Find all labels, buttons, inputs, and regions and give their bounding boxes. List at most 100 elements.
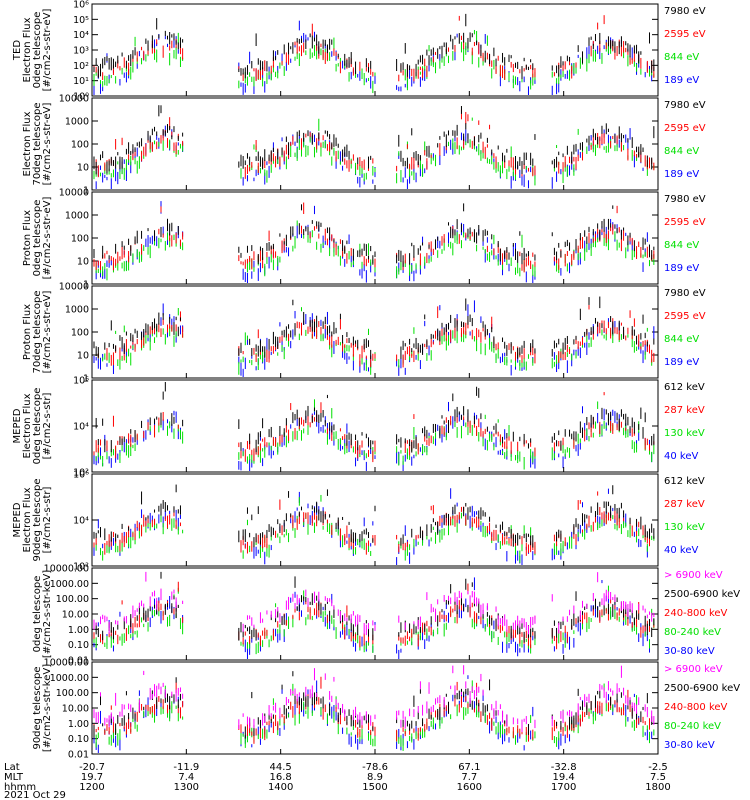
legend-entry: 844 eV [664,240,699,251]
panel-frame [91,567,659,661]
legend-entry: 240-800 keV [664,702,728,713]
y-axis-label: [#/cm2-s-str] [42,486,53,553]
y-axis-label: Electron Flux [22,487,33,552]
y-tick-label: 10 [77,351,89,362]
legend-entry: 612 keV [664,476,705,487]
data-marks [93,571,655,659]
y-tick-label: 10⁶ [73,376,89,387]
panel-7: 0.01 0.10 1.00 10.00 100.00 1000.00 10000.000d… [32,564,740,667]
y-tick-label: 10⁰ [73,92,89,103]
legend-entry: 130 keV [664,428,705,439]
y-tick-label: 10⁶ [73,470,89,481]
data-marks [93,382,655,471]
y-axis-label: 0deg telescope [32,576,43,653]
data-marks [93,13,655,95]
legend-entry: 612 keV [664,382,705,393]
legend-entry: 287 keV [664,405,705,416]
data-marks [93,105,655,189]
y-tick-label: 10⁴ [73,30,89,41]
y-tick-label: 10² [73,562,89,573]
legend-entry: 40 keV [664,545,698,556]
legend-entry: 189 eV [664,357,699,368]
y-tick-label: 100 [71,140,89,151]
legend-entry: 30-80 keV [664,740,715,751]
y-tick-label: 100 [71,234,89,245]
y-tick-label: 10000.00 [44,564,89,575]
legend-entry: 40 keV [664,451,698,462]
y-tick-label: 10000 [59,188,89,199]
y-tick-label: 1000 [65,211,89,222]
y-axis-label: [#/cm2-s-str-eV] [42,9,53,92]
panel-6: 10² 10⁴ 10⁶ MEPED Electron Flux 90deg telesco… [12,470,705,573]
legend-entry: 130 keV [664,522,705,533]
y-tick-label: 10⁵ [73,15,89,26]
y-axis-label: 90deg telescope [32,478,43,561]
legend-entry: 189 eV [664,169,699,180]
panel-3: 1 10 100 1000 10000 Proton Flux 0deg telescope… [22,188,706,291]
y-tick-label: 10² [73,468,89,479]
y-tick-label: 100.00 [56,688,89,699]
y-axis-label: 70deg telescope [32,290,43,373]
y-axis-label: [#/cm2-s-str-eV] [42,103,53,186]
y-tick-label: 1.00 [68,625,89,636]
legend-entry: 844 eV [664,52,699,63]
legend-entry: 2500-6900 keV [664,683,740,694]
y-tick-label: 10000 [59,94,89,105]
y-axis-label: [#/cm2-s-str] [42,392,53,459]
y-tick-label: 10.00 [62,704,89,715]
data-marks [93,484,655,565]
panel-5: 10² 10⁴ 10⁶ MEPED Electron Flux 0deg telescop… [12,376,705,479]
data-marks [93,665,655,753]
y-axis-label: 90deg telescope [32,666,43,749]
y-axis-label: TED [12,40,23,61]
y-tick-label: 10000 [59,282,89,293]
y-axis-label: 0deg telescope [32,12,43,89]
y-axis-label: [#/cm2-s-str-eV] [42,197,53,280]
y-tick-label: 10² [73,61,89,72]
y-tick-label: 1000.00 [50,579,89,590]
y-axis-label: MEPED [12,502,23,537]
panel-8: 0.01 0.10 1.00 10.00 100.00 1000.00 10000.0090… [32,658,740,761]
y-tick-label: 10⁴ [73,516,89,527]
y-tick-label: 0.10 [68,640,89,651]
legend-entry: 287 keV [664,499,705,510]
legend-entry: 80-240 keV [664,627,721,638]
y-tick-label: 1 [83,186,89,197]
y-tick-label: 100.00 [56,594,89,605]
y-axis-label: 0deg telescope [32,388,43,465]
data-marks [93,201,655,283]
panel-2: 1 10 100 1000 10000 Electron Flux 70deg telesc… [22,94,706,197]
legend-entry: 240-800 keV [664,608,728,619]
y-axis-label: Proton Flux [22,304,33,360]
y-tick-label: 1000 [65,305,89,316]
y-tick-label: 10 [77,257,89,268]
y-tick-label: 0.01 [68,750,89,761]
legend-entry: 2595 eV [664,311,706,322]
legend-entry: > 6900 keV [664,664,723,675]
legend-entry: 2595 eV [664,123,706,134]
y-tick-label: 1000 [65,117,89,128]
y-axis-label: Electron Flux [22,393,33,458]
y-axis-label: [#/cm2-s-str-keV] [42,664,53,752]
panel-4: 1 10 100 1000 10000 Proton Flux 70deg telescop… [22,282,706,385]
y-tick-label: 1 [83,280,89,291]
legend-entry: 2595 eV [664,217,706,228]
y-tick-label: 0.10 [68,734,89,745]
panel-frame [91,285,659,379]
y-tick-label: 1.00 [68,719,89,730]
y-tick-label: 10⁴ [73,422,89,433]
y-tick-label: 1 [83,374,89,385]
y-tick-label: 10 [77,163,89,174]
y-axis-label: 70deg telescope [32,102,43,185]
legend-entry: 189 eV [664,263,699,274]
y-tick-label: 10³ [73,46,89,57]
legend-entry: 2500-6900 keV [664,589,740,600]
legend-entry: 7980 eV [664,100,706,111]
y-tick-label: 0.01 [68,656,89,667]
legend-entry: 7980 eV [664,6,706,17]
y-axis-label: [#/cm2-s-str-eV] [42,291,53,374]
legend-entry: 7980 eV [664,288,706,299]
y-axis-label: MEPED [12,408,23,443]
